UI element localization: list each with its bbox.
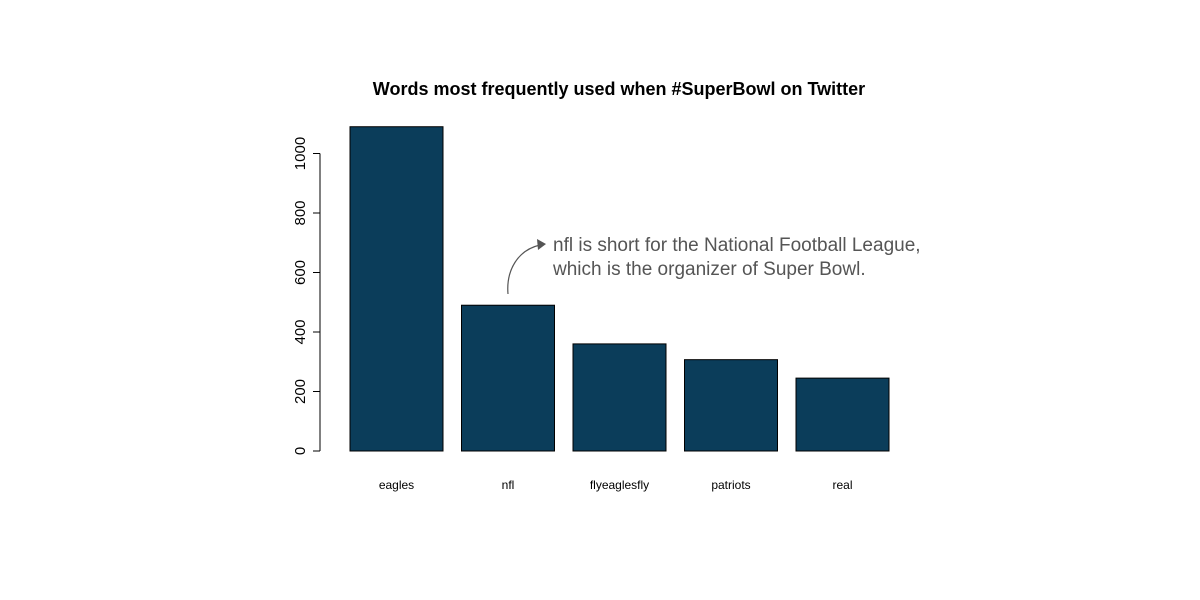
bar-patriots [684,359,778,452]
y-tick-label: 200 [292,379,309,404]
y-axis: 0 200 400 600 800 1000 [292,137,321,455]
bar-flyeaglesfly [572,343,667,452]
chart-title: Words most frequently used when #SuperBo… [373,79,865,99]
annotation-arrow [507,244,541,295]
y-tick-label: 600 [292,260,309,285]
bar-eagles [349,126,444,452]
x-tick-label: flyeaglesfly [590,478,649,492]
bar-real [795,377,890,452]
bar-nfl [461,304,555,452]
x-tick-label: nfl [502,478,515,492]
x-axis-labels: eagles nfl flyeaglesfly patriots real [379,478,853,492]
y-tick-label: 1000 [292,137,309,170]
x-tick-label: patriots [711,478,750,492]
bars [349,126,890,452]
annotation: nfl is short for the National Football L… [507,235,921,295]
y-tick-label: 0 [292,447,309,455]
arrow-head-icon [537,239,546,250]
x-tick-label: real [832,478,852,492]
y-tick-label: 400 [292,319,309,344]
annotation-line-2: which is the organizer of Super Bowl. [552,259,866,280]
y-tick-label: 800 [292,200,309,225]
annotation-line-1: nfl is short for the National Football L… [553,235,921,256]
x-tick-label: eagles [379,478,414,492]
